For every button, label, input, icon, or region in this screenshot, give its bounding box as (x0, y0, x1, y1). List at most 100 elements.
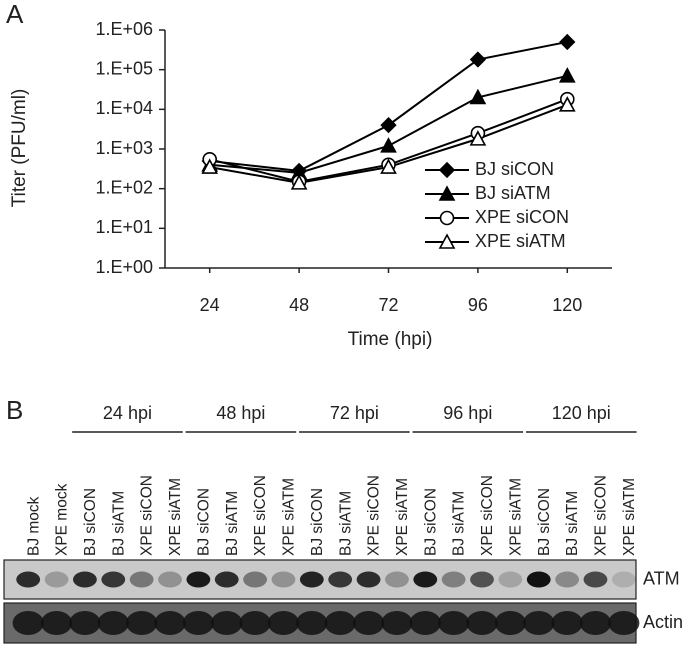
marker (438, 233, 456, 249)
lane-label: BJ siATM (564, 491, 581, 556)
lane-label: XPE mock (54, 483, 71, 556)
marker (380, 137, 397, 153)
marker (438, 185, 456, 201)
band (523, 611, 555, 635)
band (243, 571, 268, 588)
lane-label: XPE siCON (479, 475, 496, 556)
y-tick-label: 1.E+04 (95, 98, 153, 118)
band (470, 571, 494, 588)
x-tick-label: 24 (200, 295, 220, 315)
lane-label: BJ siATM (451, 491, 468, 556)
band (16, 571, 41, 588)
x-tick-label: 72 (378, 295, 398, 315)
lane-label: XPE siATM (394, 478, 411, 556)
group-label: 24 hpi (103, 403, 152, 423)
x-axis-title: Time (hpi) (348, 329, 433, 350)
lane-label: XPE siATM (507, 478, 524, 556)
band (555, 571, 580, 588)
lane-label: XPE siATM (167, 478, 184, 556)
band (129, 571, 154, 588)
band (211, 611, 243, 635)
x-tick-label: 48 (289, 295, 309, 315)
y-tick-label: 1.E+06 (95, 19, 153, 39)
band (579, 611, 612, 635)
marker (290, 174, 308, 190)
band (12, 611, 44, 635)
band (608, 611, 640, 635)
lane-label: XPE siCON (252, 475, 269, 556)
panel-label: A (6, 0, 24, 29)
marker (469, 88, 487, 105)
band (526, 571, 551, 588)
lane-label: BJ siCON (82, 488, 99, 556)
band (466, 611, 498, 635)
marker (438, 161, 456, 179)
lane-label: BJ siATM (110, 491, 127, 556)
y-tick-label: 1.E+02 (95, 177, 153, 197)
band (239, 611, 271, 635)
lane-label: BJ mock (25, 496, 42, 556)
band (299, 571, 324, 588)
lane-label: XPE siCON (593, 475, 610, 556)
panel-label: B (6, 395, 23, 425)
band (494, 611, 526, 635)
band (356, 571, 381, 588)
band (126, 611, 158, 635)
band (69, 611, 101, 635)
band (611, 571, 636, 588)
band (97, 611, 129, 635)
lane-label: BJ siATM (337, 491, 354, 556)
marker (558, 67, 576, 83)
band (214, 571, 239, 588)
band (551, 611, 583, 635)
marker (559, 33, 576, 51)
group-label: 48 hpi (216, 403, 265, 423)
band (352, 611, 385, 635)
lane-label: XPE siCON (139, 475, 156, 556)
lane-label: BJ siCON (422, 488, 439, 556)
y-axis-title: Titer (PFU/ml) (9, 89, 30, 208)
legend-label: XPE siATM (475, 231, 566, 251)
band (328, 571, 353, 588)
band (583, 571, 608, 588)
group-label: 96 hpi (443, 403, 492, 423)
y-tick-label: 1.E+01 (95, 217, 153, 237)
group-label: 120 hpi (552, 403, 611, 423)
x-tick-label: 120 (552, 295, 582, 315)
marker (201, 158, 219, 174)
marker (558, 96, 576, 112)
lane-label: BJ siCON (195, 488, 212, 556)
band (182, 611, 214, 635)
band (186, 571, 211, 588)
y-tick-label: 1.E+05 (95, 58, 153, 78)
band (154, 611, 186, 635)
legend-label: XPE siCON (475, 207, 569, 227)
band (384, 571, 409, 588)
legend-label: BJ siATM (475, 183, 551, 203)
lane-label: BJ siCON (536, 488, 553, 556)
marker (380, 158, 397, 174)
band (409, 611, 441, 635)
marker (439, 210, 455, 226)
band (438, 611, 470, 635)
y-tick-label: 1.E+00 (95, 257, 153, 277)
band (498, 571, 523, 588)
lane-label: XPE siCON (366, 475, 383, 556)
marker (469, 51, 487, 68)
marker (380, 116, 397, 134)
band (44, 571, 69, 588)
lane-label: BJ siCON (309, 488, 326, 556)
band (413, 571, 438, 588)
band (271, 571, 296, 588)
band (441, 571, 466, 588)
band (267, 611, 300, 635)
band (324, 611, 356, 635)
marker (469, 130, 487, 146)
x-tick-label: 96 (468, 295, 488, 315)
band (101, 571, 126, 588)
lane-label: BJ siATM (224, 491, 241, 556)
band (381, 611, 413, 635)
band (158, 571, 182, 588)
lane-label: XPE siATM (621, 478, 638, 556)
